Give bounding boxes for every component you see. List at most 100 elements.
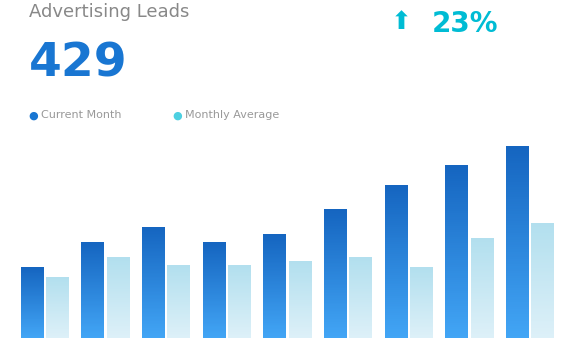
Bar [385,302,408,304]
Bar [350,322,373,323]
Bar [445,168,468,170]
Bar [81,249,104,251]
Bar [167,285,190,286]
Bar [289,304,312,306]
Bar [324,224,347,226]
Bar [21,323,44,324]
Bar [167,319,190,320]
Bar [471,298,494,299]
Bar [107,302,130,303]
Bar [81,308,104,309]
Bar [21,270,44,271]
Bar [263,262,286,263]
Bar [167,282,190,284]
Bar [263,315,286,316]
Bar [531,231,554,233]
Bar [263,317,286,319]
Bar [46,291,69,292]
Bar [46,313,69,314]
Bar [142,256,165,257]
Bar [263,260,286,262]
Bar [531,315,554,317]
Bar [202,309,225,310]
Bar [324,285,347,287]
Bar [228,275,251,276]
Bar [228,323,251,324]
Bar [531,273,554,275]
Bar [202,278,225,279]
Bar [324,332,347,333]
Bar [385,307,408,309]
Bar [202,261,225,263]
Bar [410,307,433,308]
Bar [410,303,433,304]
Bar [531,319,554,321]
Bar [202,289,225,290]
Bar [202,272,225,273]
Bar [142,270,165,272]
Bar [471,328,494,329]
Bar [531,241,554,243]
Bar [202,307,225,308]
Bar [289,291,312,292]
Bar [46,326,69,327]
Bar [289,298,312,299]
Bar [142,300,165,302]
Text: 23%: 23% [431,10,498,38]
Text: Advertising Leads: Advertising Leads [29,3,189,21]
Bar [107,286,130,287]
Bar [107,322,130,323]
Bar [324,283,347,285]
Bar [385,234,408,237]
Bar [385,284,408,286]
Bar [445,183,468,185]
Bar [471,239,494,241]
Bar [531,318,554,319]
Bar [445,336,468,338]
Bar [263,244,286,245]
Bar [289,284,312,285]
Bar [445,249,468,252]
Bar [410,276,433,277]
Bar [350,312,373,313]
Bar [385,219,408,221]
Bar [202,314,225,315]
Bar [506,189,529,192]
Bar [410,278,433,279]
Bar [81,293,104,294]
Bar [350,302,373,303]
Bar [142,314,165,316]
Bar [385,313,408,315]
Bar [107,311,130,312]
Bar [46,313,69,314]
Bar [350,299,373,300]
Bar [202,259,225,260]
Bar [531,314,554,315]
Bar [471,284,494,286]
Bar [81,258,104,259]
Bar [228,308,251,309]
Bar [81,321,104,323]
Bar [228,305,251,306]
Bar [324,317,347,319]
Bar [21,305,44,306]
Bar [202,326,225,327]
Bar [324,237,347,239]
Bar [263,299,286,300]
Bar [46,319,69,320]
Bar [506,297,529,300]
Bar [167,296,190,297]
Bar [350,286,373,287]
Bar [202,297,225,298]
Bar [324,209,347,211]
Bar [531,296,554,298]
Bar [167,275,190,276]
Text: ⬆: ⬆ [391,10,412,34]
Bar [531,298,554,299]
Bar [385,209,408,211]
Bar [81,286,104,288]
Bar [506,264,529,266]
Bar [471,290,494,292]
Bar [410,272,433,273]
Bar [471,312,494,313]
